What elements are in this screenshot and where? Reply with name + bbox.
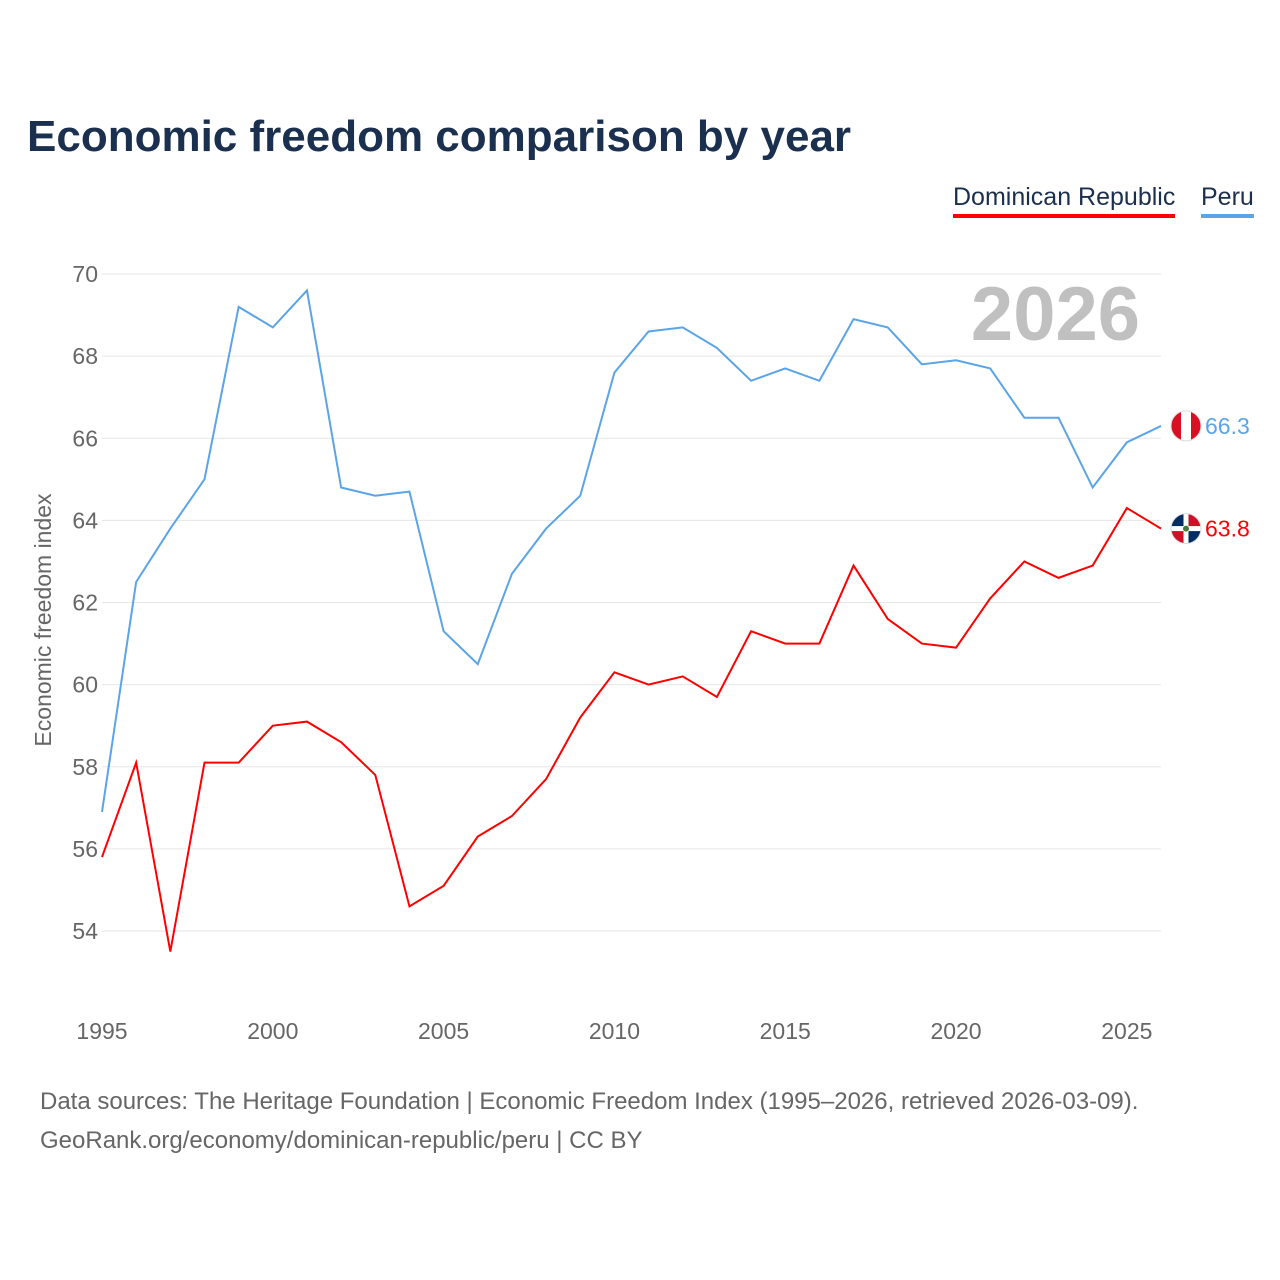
peru-flag-icon (1170, 410, 1202, 442)
y-tick-label: 54 (72, 918, 98, 944)
x-tick-label: 2005 (418, 1018, 469, 1044)
year-watermark: 2026 (971, 272, 1140, 357)
end-value-label: 63.8 (1205, 516, 1250, 542)
end-value-label: 66.3 (1205, 413, 1250, 439)
x-tick-label: 1995 (76, 1018, 127, 1044)
y-tick-label: 64 (72, 507, 98, 533)
chart-title: Economic freedom comparison by year (27, 112, 852, 161)
y-tick-label: 60 (72, 672, 98, 698)
series-line-peru (101, 288, 1162, 813)
footer-link[interactable]: GeoRank.org/economy/dominican-republic/p… (40, 1127, 643, 1154)
y-tick-label: 70 (72, 261, 98, 287)
dominican-republic-flag-icon (1170, 513, 1202, 545)
x-tick-label: 2000 (247, 1018, 298, 1044)
legend-peru[interactable]: Peru (1201, 183, 1254, 218)
y-tick-label: 56 (72, 836, 98, 862)
x-tick-label: 2015 (760, 1018, 811, 1044)
y-tick-label: 58 (72, 754, 98, 780)
x-tick-label: 2025 (1101, 1018, 1152, 1044)
footer-sources: Data sources: The Heritage Foundation | … (40, 1088, 1139, 1115)
y-axis-label: Economic freedom index (30, 493, 56, 747)
series-line-dominican-republic (101, 506, 1162, 952)
x-tick-label: 2010 (589, 1018, 640, 1044)
legend-dominican-republic[interactable]: Dominican Republic (953, 183, 1176, 218)
y-tick-label: 68 (72, 343, 98, 369)
y-tick-label: 62 (72, 590, 98, 616)
x-tick-label: 2020 (930, 1018, 981, 1044)
y-tick-label: 66 (72, 425, 98, 451)
